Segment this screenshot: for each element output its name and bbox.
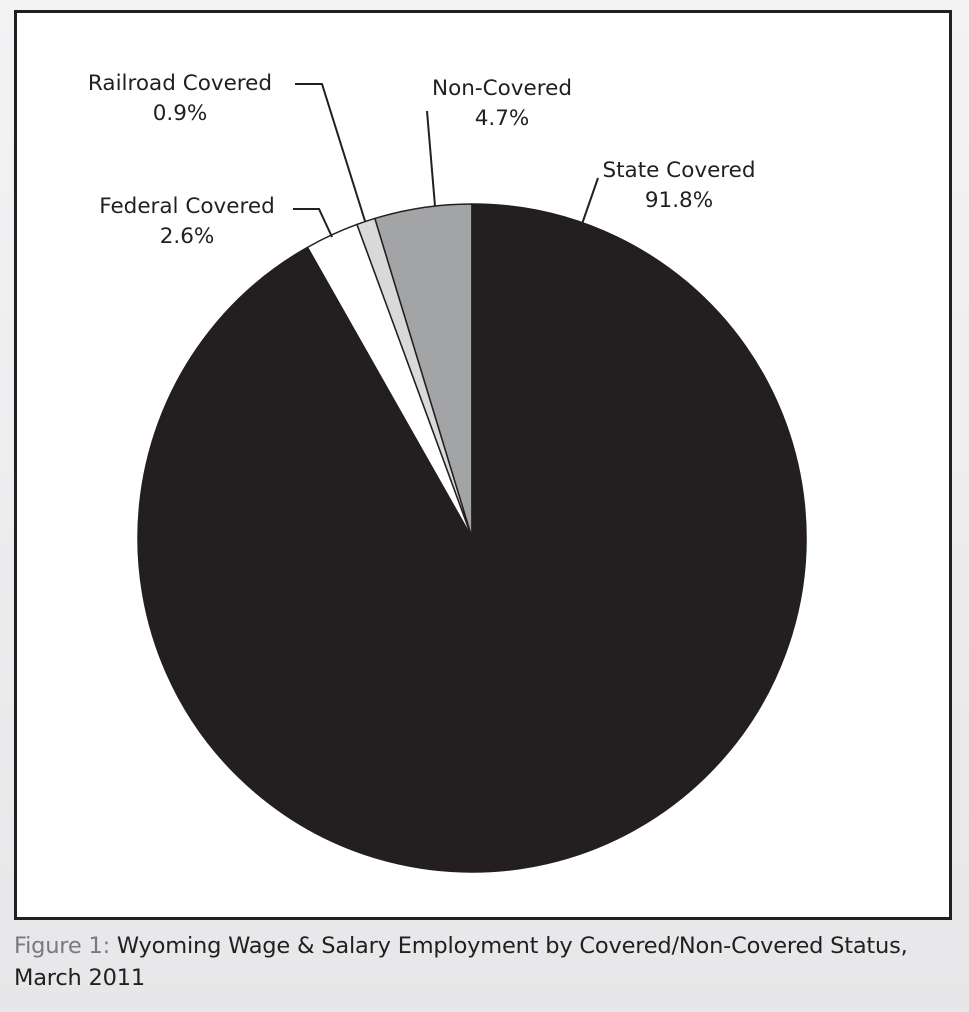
slice-value-non-covered: 4.7% <box>475 106 530 131</box>
leader-line-railroad-covered <box>295 83 366 222</box>
leader-lines <box>293 83 599 238</box>
leader-line-non-covered <box>426 110 436 207</box>
slice-value-federal-covered: 2.6% <box>160 224 215 249</box>
slice-label-non-covered: Non-Covered <box>432 76 572 101</box>
figure-title: Wyoming Wage & Salary Employment by Cove… <box>14 933 908 991</box>
pie-slices <box>137 203 807 873</box>
slice-label-state-covered: State Covered <box>602 158 755 183</box>
slice-value-railroad-covered: 0.9% <box>153 101 208 126</box>
leader-line-state-covered <box>581 177 599 225</box>
slice-labels: State Covered 91.8% Non-Covered 4.7% Rai… <box>88 71 756 249</box>
slice-label-federal-covered: Federal Covered <box>99 194 274 219</box>
slice-label-railroad-covered: Railroad Covered <box>88 71 272 96</box>
leader-line-federal-covered <box>293 208 333 238</box>
pie-chart: State Covered 91.8% Non-Covered 4.7% Rai… <box>88 71 807 873</box>
chart-frame: State Covered 91.8% Non-Covered 4.7% Rai… <box>14 10 952 920</box>
figure-caption: Figure 1: Wyoming Wage & Salary Employme… <box>14 930 944 994</box>
figure-label: Figure 1: <box>14 933 110 959</box>
slice-value-state-covered: 91.8% <box>645 188 713 213</box>
pie-slice-state-covered <box>137 203 807 873</box>
